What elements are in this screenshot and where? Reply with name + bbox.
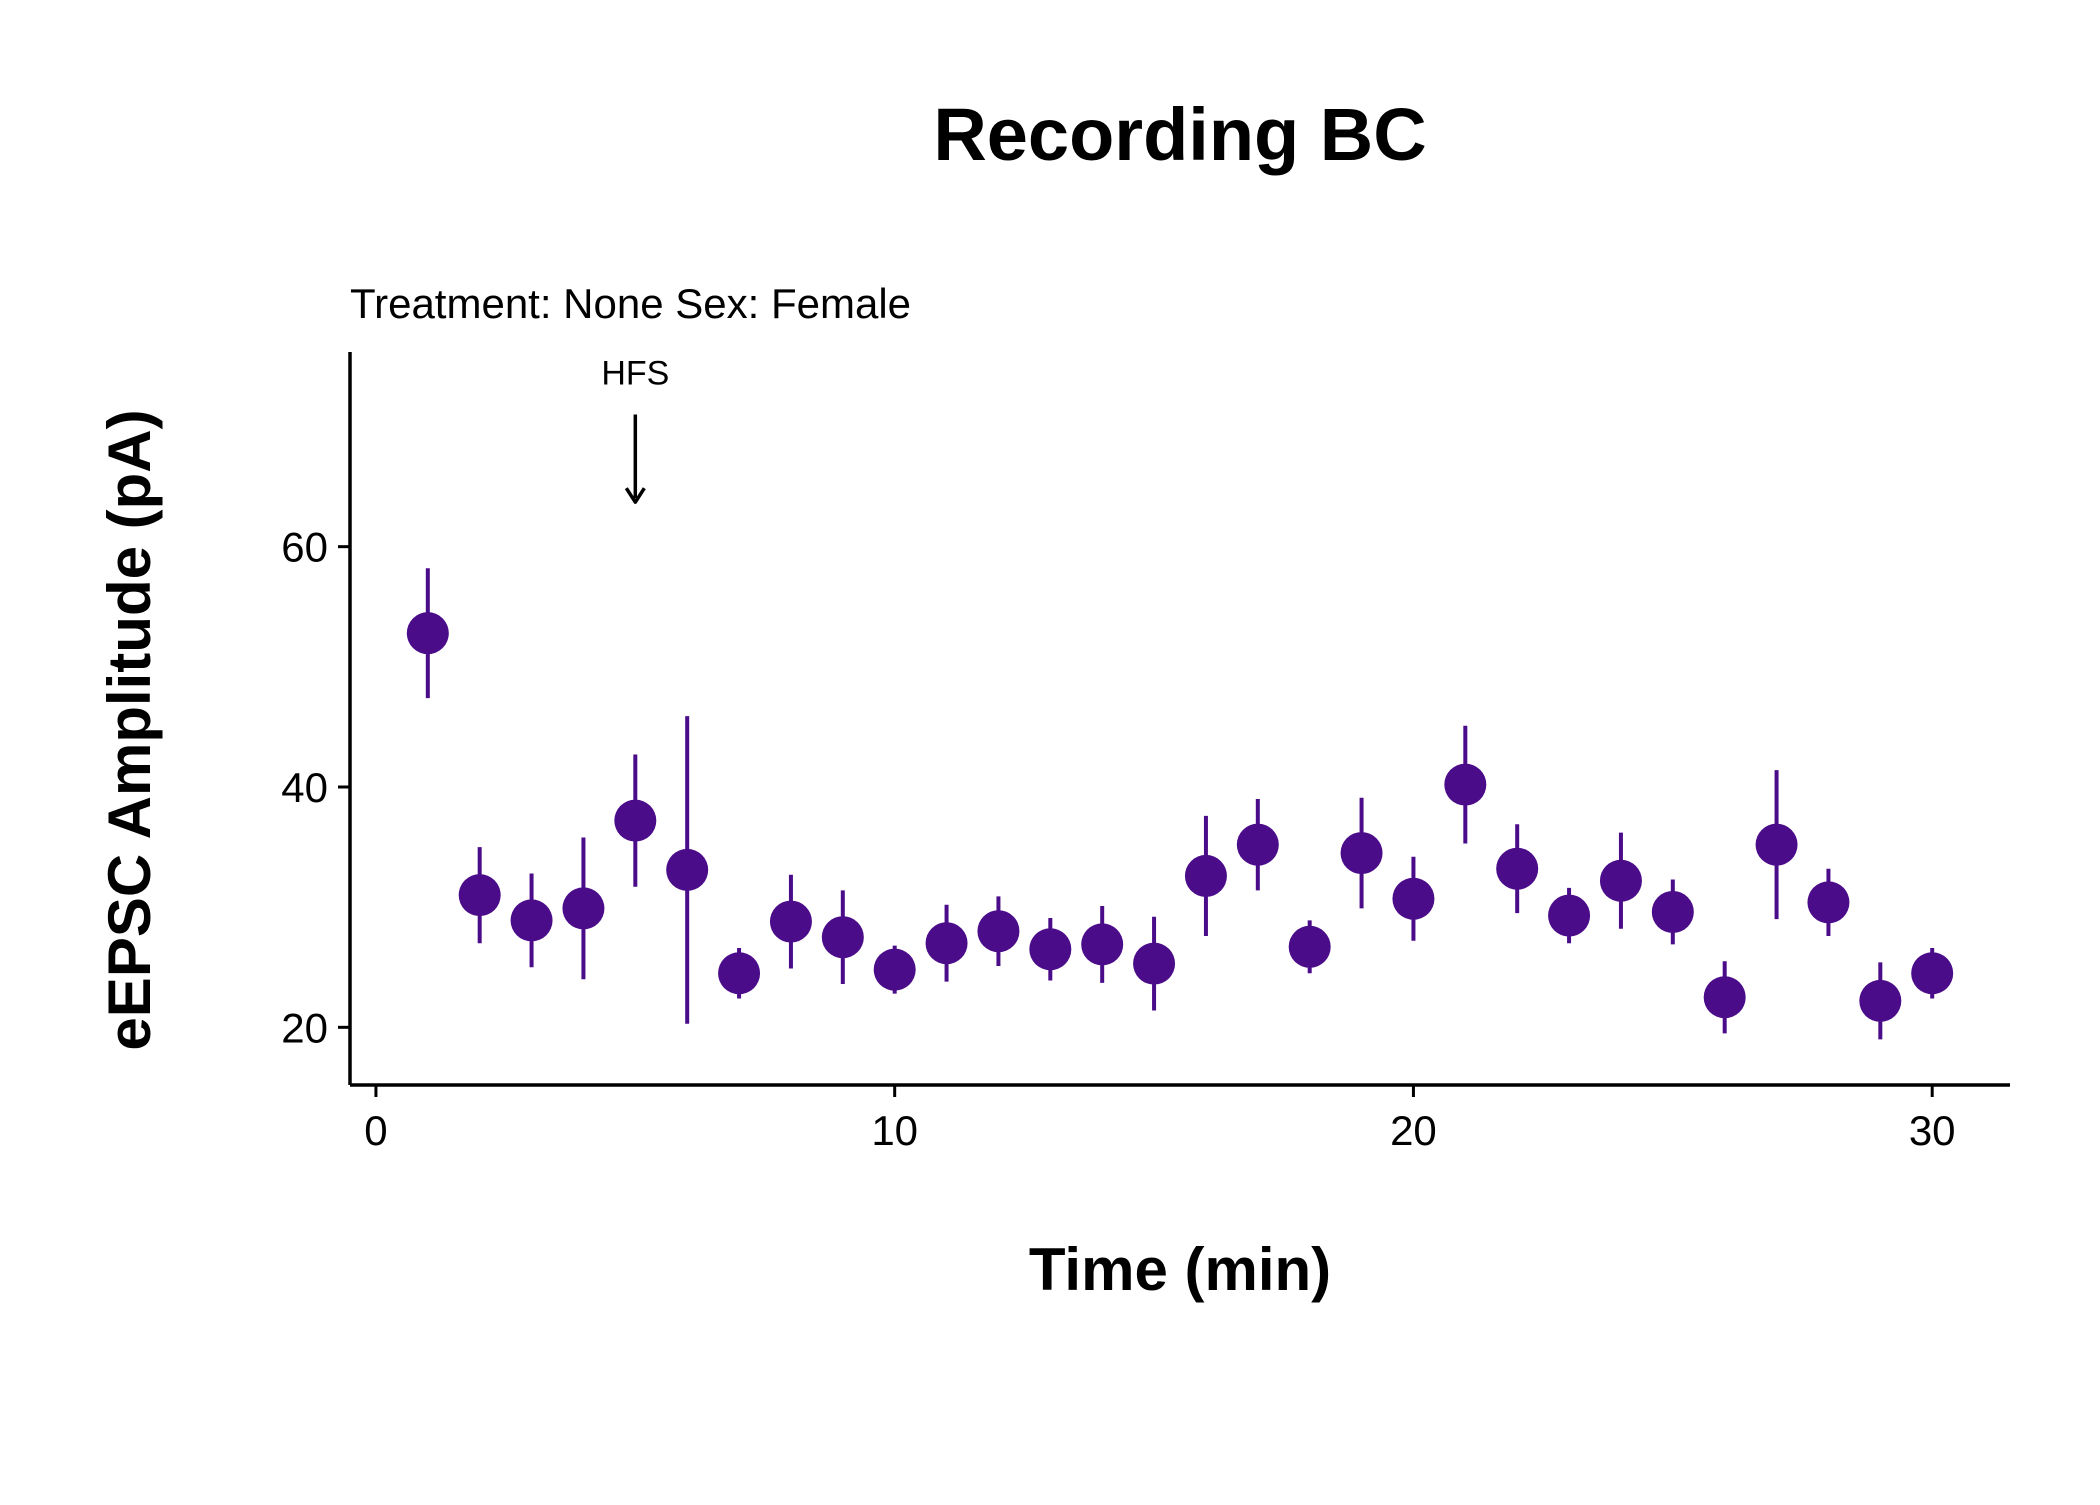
- x-axis-title: Time (min): [1029, 1236, 1331, 1303]
- data-point: [1081, 923, 1124, 966]
- data-marks: [406, 568, 1954, 1040]
- y-tick-label: 20: [281, 1004, 328, 1051]
- chart-subtitle: Treatment: None Sex: Female: [350, 280, 911, 327]
- y-tick-label: 60: [281, 524, 328, 571]
- data-point: [1548, 894, 1591, 937]
- data-point: [1755, 823, 1798, 866]
- chart-title: Recording BC: [933, 93, 1426, 176]
- data-point: [1496, 847, 1539, 890]
- data-point: [1703, 976, 1746, 1019]
- data-point: [1133, 942, 1176, 985]
- data-point: [406, 612, 449, 655]
- x-tick-label: 10: [871, 1107, 918, 1154]
- data-point: [1651, 890, 1694, 933]
- y-axis-title: eEPSC Amplitude (pA): [96, 409, 163, 1050]
- x-tick-label: 20: [1390, 1107, 1437, 1154]
- data-point: [1392, 877, 1435, 920]
- data-point: [1288, 925, 1331, 968]
- data-point: [1911, 952, 1954, 995]
- data-point: [1807, 881, 1850, 924]
- data-point: [458, 874, 501, 917]
- y-tick-label: 40: [281, 764, 328, 811]
- data-point: [1029, 928, 1072, 971]
- data-point: [769, 900, 812, 943]
- hfs-label: HFS: [601, 354, 669, 392]
- data-point: [1599, 859, 1642, 902]
- hfs-arrow-head: [624, 487, 646, 504]
- data-point: [873, 948, 916, 991]
- data-point: [1444, 763, 1487, 806]
- data-point: [718, 952, 761, 995]
- data-point: [1184, 854, 1227, 897]
- data-point: [1236, 823, 1279, 866]
- data-point: [1340, 832, 1383, 875]
- axes: 0 10 20 30 20 40 60: [281, 352, 2010, 1154]
- data-point: [977, 910, 1020, 953]
- x-tick-label: 0: [364, 1107, 387, 1154]
- hfs-annotation: HFS: [601, 354, 669, 504]
- data-point: [614, 799, 657, 842]
- x-tick-label: 30: [1909, 1107, 1956, 1154]
- data-point: [821, 916, 864, 959]
- data-point: [562, 887, 605, 930]
- data-point: [510, 899, 553, 942]
- data-point: [666, 848, 709, 891]
- data-point: [925, 922, 968, 965]
- data-point: [1859, 979, 1902, 1022]
